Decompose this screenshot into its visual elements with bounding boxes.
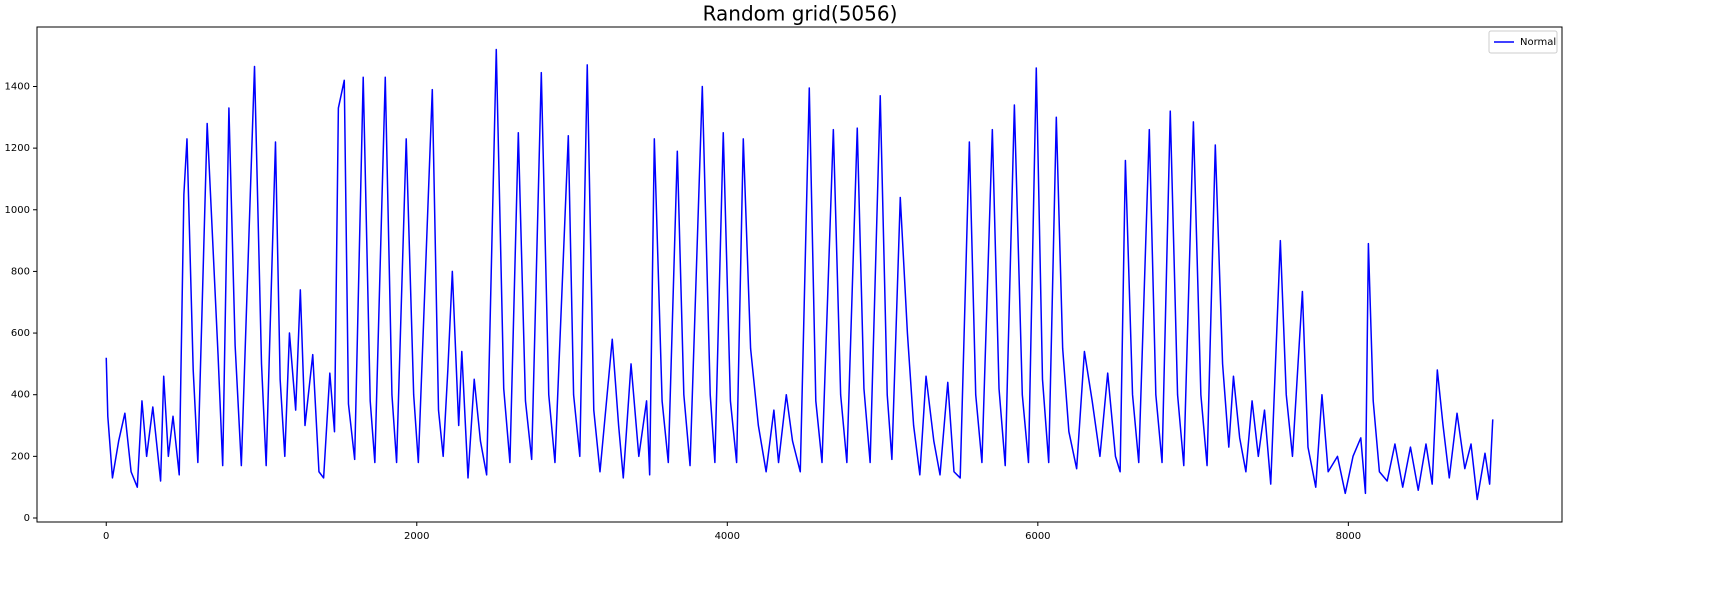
y-tick-label: 1200 bbox=[5, 143, 30, 154]
y-tick-label: 0 bbox=[24, 513, 30, 524]
x-tick-label: 4000 bbox=[715, 531, 740, 542]
plot-frame bbox=[36, 26, 1563, 523]
y-tick-label: 1400 bbox=[5, 81, 30, 92]
legend-label: Normal bbox=[1520, 37, 1556, 48]
y-tick-label: 200 bbox=[11, 451, 30, 462]
y-tick-label: 1000 bbox=[5, 205, 30, 216]
y-tick-label: 600 bbox=[11, 328, 30, 339]
legend-box bbox=[1488, 30, 1558, 54]
x-tick-label: 8000 bbox=[1336, 531, 1361, 542]
y-tick-label: 800 bbox=[11, 266, 30, 277]
chart-title: Random grid(5056) bbox=[703, 2, 898, 26]
x-tick-label: 2000 bbox=[404, 531, 429, 542]
y-tick-label: 400 bbox=[11, 390, 30, 401]
x-tick-label: 6000 bbox=[1025, 531, 1050, 542]
x-tick-label: 0 bbox=[103, 531, 109, 542]
data-line bbox=[105, 48, 1494, 501]
